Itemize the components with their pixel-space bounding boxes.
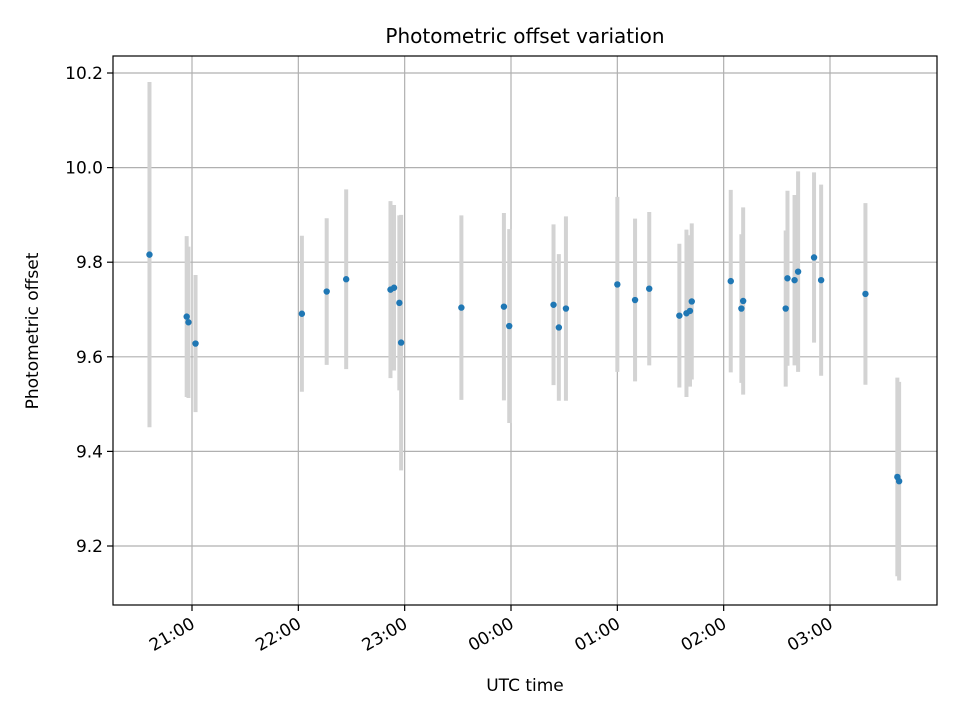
data-point xyxy=(810,254,818,261)
data-point xyxy=(562,305,570,312)
data-point xyxy=(298,310,306,317)
chart-title: Photometric offset variation xyxy=(385,24,664,48)
data-point xyxy=(784,275,791,282)
data-point xyxy=(390,284,398,291)
data-point xyxy=(631,296,639,304)
data-point xyxy=(396,299,403,307)
data-point xyxy=(192,340,199,347)
data-point xyxy=(676,312,683,319)
data-point xyxy=(817,276,825,284)
data-point xyxy=(506,322,513,330)
data-point xyxy=(550,301,557,308)
data-point xyxy=(500,303,508,310)
x-axis-label: UTC time xyxy=(486,676,564,696)
data-point xyxy=(342,276,350,283)
y-tick-label: 9.8 xyxy=(76,253,103,273)
data-point xyxy=(739,297,747,305)
y-tick-label: 9.4 xyxy=(76,442,103,462)
data-point xyxy=(555,324,563,331)
data-point xyxy=(686,307,694,315)
data-point xyxy=(323,288,330,295)
y-axis: 9.2 9.4 9.6 9.8 10.0 10.2 xyxy=(65,64,113,557)
y-tick-label: 9.6 xyxy=(76,348,103,368)
data-point xyxy=(397,339,405,346)
y-tick-label: 10.2 xyxy=(65,64,103,84)
data-point xyxy=(146,251,153,258)
plot-frame xyxy=(112,55,938,606)
data-points xyxy=(146,251,903,485)
y-tick-label: 9.2 xyxy=(76,537,103,557)
data-point xyxy=(458,304,465,311)
data-point xyxy=(895,477,903,485)
data-point xyxy=(614,281,621,288)
y-axis-label: Photometric offset xyxy=(23,252,43,409)
data-point xyxy=(738,305,745,312)
data-point xyxy=(794,268,802,275)
data-point xyxy=(782,305,789,312)
data-point xyxy=(727,277,734,285)
grid xyxy=(113,56,937,605)
data-point xyxy=(791,276,798,284)
y-tick-label: 10.0 xyxy=(65,159,103,179)
data-point xyxy=(185,319,192,326)
data-point xyxy=(646,285,653,292)
data-point xyxy=(862,290,869,298)
data-point xyxy=(183,313,190,320)
data-point xyxy=(688,298,695,305)
